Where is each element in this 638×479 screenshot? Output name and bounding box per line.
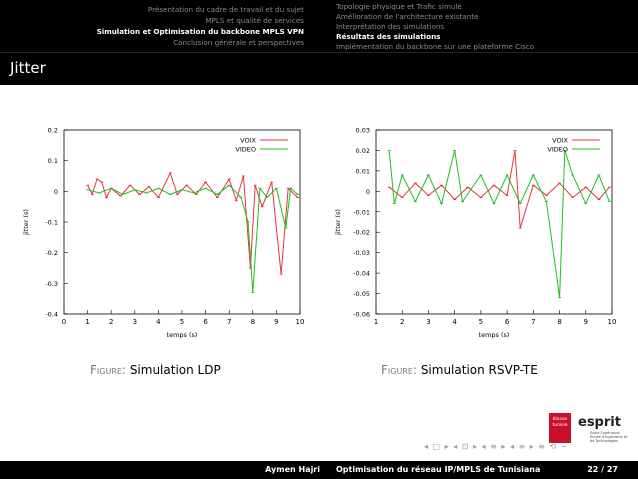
y-tick-label: -0.04	[353, 270, 370, 278]
x-tick-label: 1	[374, 318, 378, 326]
x-tick-label: 10	[296, 318, 305, 326]
caption-text: Simulation LDP	[129, 363, 221, 377]
caption-text: Simulation RSVP-TE	[420, 363, 538, 377]
blason-logo-line: blason	[552, 417, 568, 422]
legend-label: VOIX	[240, 137, 256, 145]
caption-label: Figure:	[90, 363, 126, 377]
blason-logo-line: tunisie	[552, 423, 568, 428]
footer-title: Optimisation du réseau IP/MPLS de Tunisi…	[336, 465, 541, 474]
subsection-item-active[interactable]: Résultats des simulations	[336, 32, 441, 41]
x-tick-label: 8	[557, 318, 561, 326]
footer-author: Aymen Hajri	[265, 465, 320, 474]
series-line-video	[87, 184, 298, 293]
y-tick-label: 0.1	[48, 157, 58, 165]
section-item[interactable]: Conclusion générale et perspectives	[173, 38, 304, 47]
section-item-active[interactable]: Simulation et Optimisation du backbone M…	[96, 27, 304, 36]
y-tick-label: -0.05	[353, 290, 370, 298]
plot-area	[63, 129, 301, 315]
section-item[interactable]: Présentation du cadre de travail et du s…	[147, 5, 304, 14]
y-axis-label: jitter (s)	[22, 209, 30, 236]
y-tick-label: 0.2	[48, 127, 58, 135]
y-tick-label: -0.3	[45, 280, 58, 288]
subsection-item[interactable]: Topologie physique et Trafic simulé	[336, 2, 462, 11]
y-tick-label: 0.01	[356, 167, 370, 175]
x-tick-label: 10	[608, 318, 617, 326]
x-tick-label: 2	[400, 318, 404, 326]
x-tick-label: 2	[109, 318, 113, 326]
subsection-item[interactable]: Amélioration de l'architecture existante	[336, 12, 479, 21]
y-tick-label: -0.2	[45, 249, 58, 257]
series-line-video	[388, 150, 610, 298]
x-tick-label: 7	[227, 318, 231, 326]
subsection-item[interactable]: Interprétation des simulations	[336, 22, 445, 31]
y-tick-label: -0.1	[45, 219, 58, 227]
y-tick-label: -0.02	[353, 229, 370, 237]
x-tick-label: 9	[274, 318, 278, 326]
x-tick-label: 3	[426, 318, 430, 326]
caption-rsvp-te: Figure: Simulation RSVP-TE	[381, 363, 538, 377]
slide-title-bar: Jitter	[0, 52, 638, 85]
subsection-list: Topologie physique et Trafic simulé Amél…	[336, 2, 636, 52]
legend-label: VOIX	[552, 137, 568, 145]
caption-label: Figure:	[381, 363, 417, 377]
y-axis-label: jitter (s)	[334, 209, 342, 236]
x-tick-label: 6	[505, 318, 510, 326]
x-tick-label: 9	[584, 318, 588, 326]
page-number: 22 / 27	[587, 465, 618, 474]
y-tick-label: -0.03	[353, 249, 370, 257]
y-tick-label: -0.4	[45, 311, 58, 319]
esprit-logo: esprit	[578, 415, 621, 430]
x-tick-label: 5	[180, 318, 184, 326]
esprit-tagline: Ecole Supérieure Privée d'Ingénierie et …	[590, 431, 628, 443]
section-list: Présentation du cadre de travail et du s…	[0, 4, 318, 48]
x-tick-label: 4	[156, 318, 161, 326]
y-tick-label: -0.01	[353, 208, 370, 216]
y-tick-label: 0.03	[356, 127, 370, 135]
beamer-navigation-icons[interactable]: ◂ □ ▸ ◂ ⊡ ▸ ◂ ≡ ▸ ◂ ≡ ▸ ≡ ⟲ ∽	[424, 442, 569, 451]
x-tick-label: 5	[479, 318, 483, 326]
x-tick-label: 0	[62, 318, 66, 326]
legend-label: VIDEO	[235, 146, 256, 154]
x-tick-label: 6	[203, 318, 208, 326]
x-tick-label: 3	[133, 318, 137, 326]
x-axis-label: temps (s)	[479, 331, 510, 339]
x-tick-label: 7	[531, 318, 535, 326]
section-item[interactable]: MPLS et qualité de services	[205, 16, 304, 25]
y-tick-label: -0.06	[353, 311, 370, 319]
x-tick-label: 1	[85, 318, 89, 326]
caption-ldp: Figure: Simulation LDP	[90, 363, 221, 377]
section-navigation-bar: Présentation du cadre de travail et du s…	[0, 0, 638, 52]
blason-logo: blason tunisie	[549, 413, 571, 443]
plot-area	[375, 129, 613, 315]
x-tick-label: 8	[251, 318, 255, 326]
ldp-jitter-chart: 0.2 0.1 0 -0.1 -0.2 -0.3 -0.4 0 1 2 3 4 5 6 7 8 9 10 temps…	[22, 127, 305, 340]
rsvp-te-jitter-chart: 0.03 0.02 0.01 0 -0.01 -0.02 -0.03 -0.04 -0.05 -0…	[334, 127, 617, 340]
slide-title: Jitter	[10, 59, 46, 77]
legend-label: VIDEO	[547, 146, 568, 154]
y-tick-label: 0.02	[356, 147, 370, 155]
y-tick-label: 0	[54, 188, 58, 196]
footer-bar: Aymen Hajri Optimisation du réseau IP/MP…	[0, 461, 638, 479]
y-tick-label: 0	[366, 188, 370, 196]
x-axis-label: temps (s)	[167, 331, 198, 339]
subsection-item[interactable]: Implémentation du backbone sur une plate…	[336, 42, 535, 51]
x-tick-label: 4	[452, 318, 457, 326]
